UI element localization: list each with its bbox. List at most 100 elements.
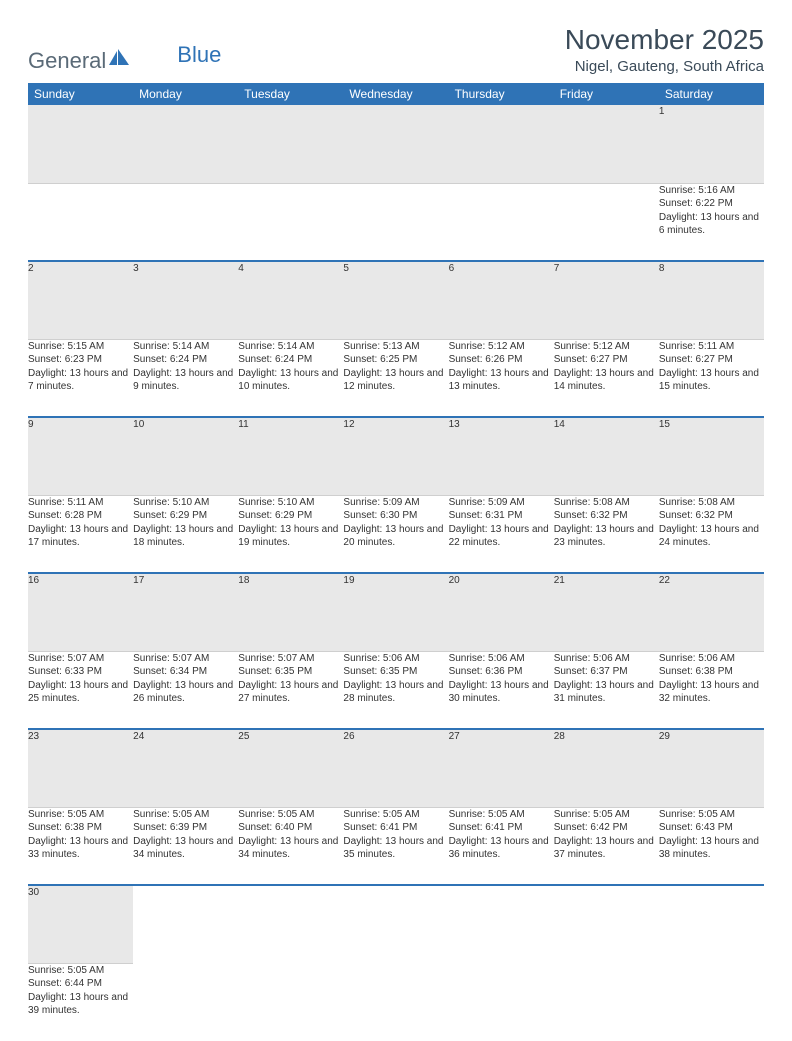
day-cell: Sunrise: 5:07 AMSunset: 6:33 PMDaylight:… bbox=[28, 651, 133, 729]
dow-saturday: Saturday bbox=[659, 83, 764, 105]
day-cell: Sunrise: 5:07 AMSunset: 6:34 PMDaylight:… bbox=[133, 651, 238, 729]
daynum-cell bbox=[659, 885, 764, 963]
daylight-text: Daylight: 13 hours and 27 minutes. bbox=[238, 679, 343, 706]
day-cell: Sunrise: 5:11 AMSunset: 6:27 PMDaylight:… bbox=[659, 339, 764, 417]
dow-thursday: Thursday bbox=[449, 83, 554, 105]
calendar-body: 1Sunrise: 5:16 AMSunset: 6:22 PMDaylight… bbox=[28, 105, 764, 1041]
sunset-text: Sunset: 6:44 PM bbox=[28, 977, 133, 991]
daynum-cell: 28 bbox=[554, 729, 659, 807]
sunrise-text: Sunrise: 5:08 AM bbox=[659, 496, 764, 510]
daylight-text: Daylight: 13 hours and 37 minutes. bbox=[554, 835, 659, 862]
daynum-cell: 21 bbox=[554, 573, 659, 651]
day-cell: Sunrise: 5:06 AMSunset: 6:35 PMDaylight:… bbox=[343, 651, 448, 729]
daylight-text: Daylight: 13 hours and 15 minutes. bbox=[659, 367, 764, 394]
sunrise-text: Sunrise: 5:07 AM bbox=[28, 652, 133, 666]
day-cell bbox=[133, 963, 238, 1041]
day-cell: Sunrise: 5:07 AMSunset: 6:35 PMDaylight:… bbox=[238, 651, 343, 729]
daynum-cell bbox=[238, 105, 343, 183]
day-cell: Sunrise: 5:09 AMSunset: 6:30 PMDaylight:… bbox=[343, 495, 448, 573]
sunrise-text: Sunrise: 5:05 AM bbox=[554, 808, 659, 822]
day-cell: Sunrise: 5:08 AMSunset: 6:32 PMDaylight:… bbox=[659, 495, 764, 573]
sunset-text: Sunset: 6:29 PM bbox=[133, 509, 238, 523]
daynum-cell bbox=[554, 885, 659, 963]
sunset-text: Sunset: 6:33 PM bbox=[28, 665, 133, 679]
sunset-text: Sunset: 6:22 PM bbox=[659, 197, 764, 211]
day-cell: Sunrise: 5:05 AMSunset: 6:39 PMDaylight:… bbox=[133, 807, 238, 885]
daynum-cell: 20 bbox=[449, 573, 554, 651]
dow-friday: Friday bbox=[554, 83, 659, 105]
daynum-cell: 5 bbox=[343, 261, 448, 339]
sunset-text: Sunset: 6:30 PM bbox=[343, 509, 448, 523]
calendar-page: General Blue November 2025 Nigel, Gauten… bbox=[0, 0, 792, 1041]
sunrise-text: Sunrise: 5:07 AM bbox=[133, 652, 238, 666]
week-1-numrow: 2345678 bbox=[28, 261, 764, 339]
sunrise-text: Sunrise: 5:16 AM bbox=[659, 184, 764, 198]
sunset-text: Sunset: 6:41 PM bbox=[343, 821, 448, 835]
sunrise-text: Sunrise: 5:10 AM bbox=[133, 496, 238, 510]
daynum-cell: 23 bbox=[28, 729, 133, 807]
sunset-text: Sunset: 6:24 PM bbox=[133, 353, 238, 367]
daylight-text: Daylight: 13 hours and 25 minutes. bbox=[28, 679, 133, 706]
day-cell: Sunrise: 5:05 AMSunset: 6:38 PMDaylight:… bbox=[28, 807, 133, 885]
sunset-text: Sunset: 6:34 PM bbox=[133, 665, 238, 679]
daynum-cell: 25 bbox=[238, 729, 343, 807]
day-cell: Sunrise: 5:05 AMSunset: 6:44 PMDaylight:… bbox=[28, 963, 133, 1041]
day-cell bbox=[449, 183, 554, 261]
sunrise-text: Sunrise: 5:06 AM bbox=[554, 652, 659, 666]
dow-row: SundayMondayTuesdayWednesdayThursdayFrid… bbox=[28, 83, 764, 105]
daylight-text: Daylight: 13 hours and 18 minutes. bbox=[133, 523, 238, 550]
day-cell: Sunrise: 5:14 AMSunset: 6:24 PMDaylight:… bbox=[133, 339, 238, 417]
calendar-table: SundayMondayTuesdayWednesdayThursdayFrid… bbox=[28, 83, 764, 1041]
daynum-cell: 2 bbox=[28, 261, 133, 339]
daynum-cell: 26 bbox=[343, 729, 448, 807]
brand-part1: General bbox=[28, 48, 106, 74]
daylight-text: Daylight: 13 hours and 10 minutes. bbox=[238, 367, 343, 394]
sunset-text: Sunset: 6:40 PM bbox=[238, 821, 343, 835]
sunset-text: Sunset: 6:31 PM bbox=[449, 509, 554, 523]
sunrise-text: Sunrise: 5:07 AM bbox=[238, 652, 343, 666]
daylight-text: Daylight: 13 hours and 14 minutes. bbox=[554, 367, 659, 394]
sunset-text: Sunset: 6:26 PM bbox=[449, 353, 554, 367]
day-cell: Sunrise: 5:05 AMSunset: 6:41 PMDaylight:… bbox=[343, 807, 448, 885]
day-cell: Sunrise: 5:16 AMSunset: 6:22 PMDaylight:… bbox=[659, 183, 764, 261]
daynum-cell: 14 bbox=[554, 417, 659, 495]
sunrise-text: Sunrise: 5:13 AM bbox=[343, 340, 448, 354]
dow-tuesday: Tuesday bbox=[238, 83, 343, 105]
daynum-cell: 4 bbox=[238, 261, 343, 339]
daynum-cell: 17 bbox=[133, 573, 238, 651]
day-cell bbox=[238, 963, 343, 1041]
daynum-cell bbox=[449, 885, 554, 963]
sunset-text: Sunset: 6:35 PM bbox=[343, 665, 448, 679]
day-cell: Sunrise: 5:14 AMSunset: 6:24 PMDaylight:… bbox=[238, 339, 343, 417]
sunrise-text: Sunrise: 5:06 AM bbox=[659, 652, 764, 666]
daylight-text: Daylight: 13 hours and 34 minutes. bbox=[238, 835, 343, 862]
sunrise-text: Sunrise: 5:10 AM bbox=[238, 496, 343, 510]
week-0-numrow: 1 bbox=[28, 105, 764, 183]
daynum-cell: 30 bbox=[28, 885, 133, 963]
sunrise-text: Sunrise: 5:05 AM bbox=[659, 808, 764, 822]
day-cell: Sunrise: 5:13 AMSunset: 6:25 PMDaylight:… bbox=[343, 339, 448, 417]
sunset-text: Sunset: 6:42 PM bbox=[554, 821, 659, 835]
sunset-text: Sunset: 6:29 PM bbox=[238, 509, 343, 523]
daynum-cell: 11 bbox=[238, 417, 343, 495]
daylight-text: Daylight: 13 hours and 6 minutes. bbox=[659, 211, 764, 238]
sunset-text: Sunset: 6:25 PM bbox=[343, 353, 448, 367]
week-5-content: Sunrise: 5:05 AMSunset: 6:44 PMDaylight:… bbox=[28, 963, 764, 1041]
sunset-text: Sunset: 6:32 PM bbox=[554, 509, 659, 523]
sunrise-text: Sunrise: 5:09 AM bbox=[343, 496, 448, 510]
brand-part2: Blue bbox=[177, 42, 221, 68]
day-cell bbox=[343, 183, 448, 261]
sunset-text: Sunset: 6:23 PM bbox=[28, 353, 133, 367]
sunrise-text: Sunrise: 5:14 AM bbox=[238, 340, 343, 354]
daylight-text: Daylight: 13 hours and 19 minutes. bbox=[238, 523, 343, 550]
sunrise-text: Sunrise: 5:05 AM bbox=[238, 808, 343, 822]
daynum-cell bbox=[449, 105, 554, 183]
sunset-text: Sunset: 6:28 PM bbox=[28, 509, 133, 523]
title-month: November 2025 bbox=[565, 24, 764, 56]
day-cell bbox=[343, 963, 448, 1041]
daylight-text: Daylight: 13 hours and 12 minutes. bbox=[343, 367, 448, 394]
title-block: November 2025 Nigel, Gauteng, South Afri… bbox=[565, 24, 764, 75]
daynum-cell: 1 bbox=[659, 105, 764, 183]
day-cell: Sunrise: 5:06 AMSunset: 6:36 PMDaylight:… bbox=[449, 651, 554, 729]
dow-monday: Monday bbox=[133, 83, 238, 105]
